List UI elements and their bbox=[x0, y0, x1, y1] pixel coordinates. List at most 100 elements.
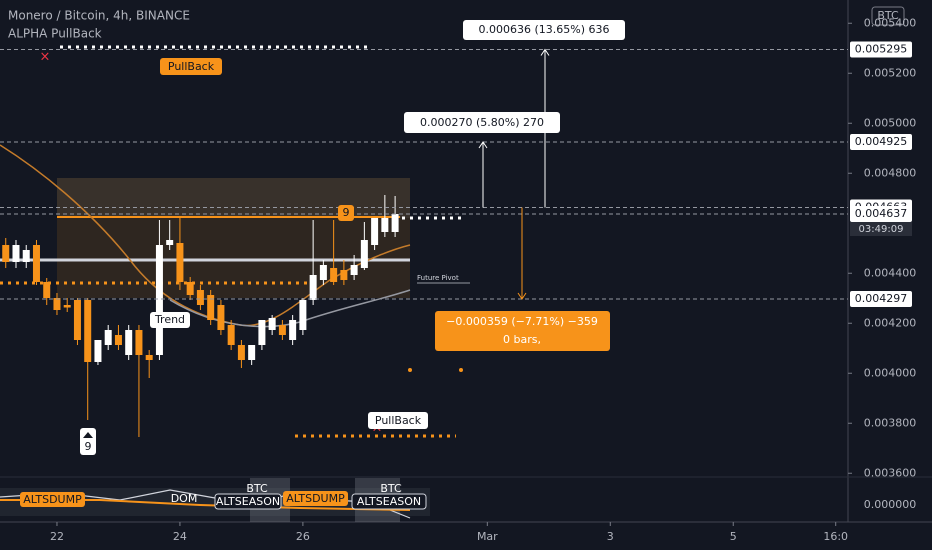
countdown: 03:49:09 bbox=[859, 224, 904, 235]
trend-label: Trend bbox=[154, 313, 185, 326]
candle-body bbox=[125, 330, 133, 355]
y-tick-label: 0.005000 bbox=[864, 116, 917, 129]
pullback-label: PullBack bbox=[168, 60, 215, 73]
candle-body bbox=[196, 290, 204, 305]
candle-body bbox=[2, 245, 10, 262]
x-tick-label: 3 bbox=[607, 530, 614, 543]
currency-box[interactable] bbox=[871, 6, 905, 26]
price-label-box bbox=[850, 41, 912, 58]
candle-body bbox=[381, 218, 389, 232]
annotation-box bbox=[404, 112, 560, 133]
x-tick-label: 22 bbox=[50, 530, 64, 543]
count-label: 9 bbox=[85, 440, 92, 453]
candle-body bbox=[319, 265, 327, 280]
indicator-label: ALTSDUMP bbox=[286, 492, 345, 505]
candle-body bbox=[350, 265, 358, 275]
price-label-box bbox=[850, 206, 912, 222]
measure-arrow-head bbox=[517, 292, 527, 300]
candle-body bbox=[22, 250, 30, 262]
annotation-box bbox=[368, 412, 428, 429]
price-label: 0.004637 bbox=[855, 207, 908, 220]
count-label: 9 bbox=[343, 206, 350, 219]
candle-body bbox=[360, 240, 368, 268]
indicator-label: ALTSEASON bbox=[216, 495, 280, 508]
candle-body bbox=[186, 282, 194, 295]
annotation-box bbox=[283, 491, 348, 506]
candle-body bbox=[340, 270, 348, 280]
symbol-title: Monero / Bitcoin, 4h, BINANCE bbox=[8, 9, 190, 23]
candle-body bbox=[145, 355, 153, 360]
annotation-box bbox=[435, 311, 610, 351]
annotation-box bbox=[338, 205, 354, 221]
candle-body bbox=[258, 320, 266, 345]
range-box bbox=[57, 178, 410, 298]
measure-label: −0.000359 (−7.71%) −359 bbox=[446, 315, 598, 328]
candle-body bbox=[227, 325, 235, 345]
y-tick-label: 0.005400 bbox=[864, 16, 917, 29]
candle-body bbox=[63, 305, 71, 308]
price-label-box bbox=[850, 134, 912, 150]
indicator-axis-label: 0.000000 bbox=[864, 498, 917, 511]
y-tick-label: 0.004000 bbox=[864, 366, 917, 379]
candle-body bbox=[166, 240, 174, 245]
dot bbox=[459, 368, 463, 372]
indicator-label: DOM bbox=[171, 492, 198, 505]
candle-body bbox=[114, 335, 122, 345]
annotation-box bbox=[351, 493, 427, 510]
candle-body bbox=[73, 300, 81, 340]
price-label-box bbox=[850, 291, 912, 307]
x-tick-label: 5 bbox=[730, 530, 737, 543]
dot bbox=[408, 368, 412, 372]
candle-body bbox=[330, 268, 338, 282]
annotation-box bbox=[214, 493, 282, 510]
y-tick-label: 0.004200 bbox=[864, 316, 917, 329]
cross-marker: × bbox=[40, 50, 51, 65]
candle-body bbox=[309, 275, 317, 300]
price-label: 0.005295 bbox=[855, 43, 908, 56]
indicator-label: ALTSDUMP bbox=[23, 493, 82, 506]
measure-label: 0.000636 (13.65%) 636 bbox=[478, 23, 609, 36]
pullback-label: PullBack bbox=[375, 414, 422, 427]
candle-body bbox=[371, 218, 379, 245]
candle-body bbox=[207, 295, 215, 320]
annotation-box bbox=[150, 312, 190, 328]
x-tick-label: 24 bbox=[173, 530, 187, 543]
measure-label: 0.000270 (5.80%) 270 bbox=[420, 116, 544, 129]
candle-body bbox=[32, 245, 40, 282]
candle-body bbox=[278, 325, 286, 335]
candle-body bbox=[53, 298, 61, 310]
pivot-label: Future Pivot bbox=[417, 274, 459, 282]
main-pane bbox=[0, 0, 848, 477]
measure-label: 0 bars, bbox=[503, 333, 541, 346]
candle-body bbox=[299, 300, 307, 330]
currency[interactable]: BTC bbox=[877, 9, 899, 22]
y-tick-label: 0.004800 bbox=[864, 166, 917, 179]
candle-body bbox=[248, 345, 256, 360]
candle-body bbox=[155, 245, 163, 355]
candle-body bbox=[217, 305, 225, 330]
y-tick-label: 0.005200 bbox=[864, 66, 917, 79]
y-tick-label: 0.004400 bbox=[864, 266, 917, 279]
candle-body bbox=[391, 214, 399, 232]
candle-body bbox=[289, 320, 297, 340]
candle-body bbox=[94, 340, 102, 362]
range-box-top bbox=[57, 178, 410, 218]
candle-body bbox=[268, 318, 276, 330]
countdown-box bbox=[850, 222, 912, 236]
candle-body bbox=[12, 245, 20, 262]
y-tick-label: 0.003600 bbox=[864, 466, 917, 479]
price-label: 0.004925 bbox=[855, 135, 908, 148]
indicator-label: ALTSEASON bbox=[357, 495, 421, 508]
indicator-title: ALPHA PullBack bbox=[8, 27, 102, 41]
candle-body bbox=[135, 330, 143, 355]
annotation-box bbox=[20, 492, 85, 507]
indicator-label: BTC bbox=[380, 482, 402, 495]
annotation-box bbox=[463, 20, 625, 40]
candle-body bbox=[237, 345, 245, 360]
y-tick-label: 0.003800 bbox=[864, 416, 917, 429]
annotation-box bbox=[160, 58, 222, 75]
candle-body bbox=[84, 300, 92, 362]
x-tick-label: 26 bbox=[296, 530, 310, 543]
x-tick-label: Mar bbox=[477, 530, 498, 543]
measure-arrow-head bbox=[478, 141, 488, 149]
